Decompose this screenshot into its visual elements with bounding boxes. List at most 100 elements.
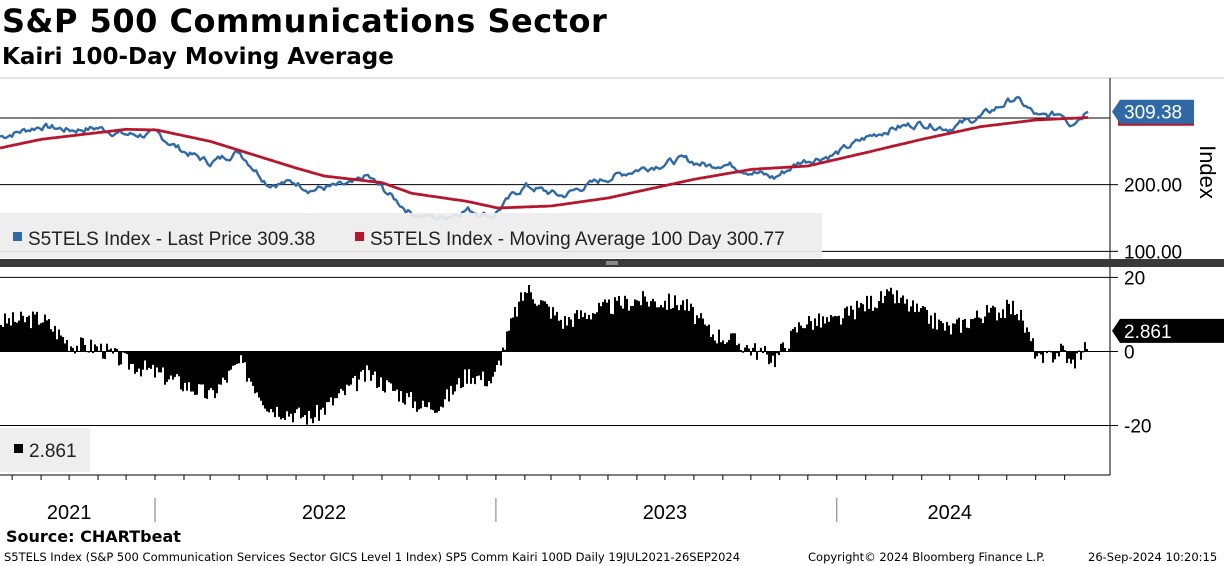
kairi-bar [822, 316, 824, 352]
legend-marker-price [13, 232, 22, 241]
kairi-bar [334, 351, 336, 399]
kairi-bar [32, 311, 34, 352]
kairi-bar [274, 351, 276, 418]
kairi-bar [642, 291, 644, 352]
kairi-bar [900, 297, 902, 352]
kairi-bar [18, 320, 20, 352]
kairi-bar [614, 297, 616, 352]
kairi-bar [694, 324, 696, 352]
kairi-bar [792, 328, 794, 352]
kairi-bar [890, 287, 892, 352]
kairi-bar [818, 313, 820, 352]
kairi-bar [90, 339, 92, 352]
kairi-bar [514, 306, 516, 352]
kairi-bar [184, 351, 186, 383]
kairi-bar [1064, 350, 1066, 352]
kairi-bar [396, 351, 398, 390]
kairi-bar [858, 307, 860, 352]
kairi-bar [1074, 351, 1076, 369]
kairi-bar [322, 351, 324, 408]
kairi-bar [50, 329, 52, 352]
kairi-bar [590, 319, 592, 352]
kairi-bar [10, 325, 12, 352]
kairi-bar [320, 351, 322, 410]
kairi-bar [76, 345, 78, 352]
kairi-bar [602, 301, 604, 352]
kairi-bar [730, 333, 732, 352]
kairi-bar [46, 320, 48, 352]
kairi-bar [84, 344, 86, 352]
kairi-bar [574, 313, 576, 352]
kairi-bar [410, 351, 412, 393]
kairi-bar [964, 318, 966, 352]
kairi-bar [370, 351, 372, 381]
kairi-bar [72, 347, 74, 352]
kairi-value-tag-label: 2.861 [1124, 322, 1172, 343]
kairi-bar [196, 351, 198, 395]
kairi-bar [840, 324, 842, 352]
legend-marker-kairi [14, 444, 23, 453]
kairi-bar [834, 315, 836, 352]
kairi-bar [988, 312, 990, 352]
kairi-bar [562, 328, 564, 352]
kairi-bar [400, 351, 402, 391]
kairi-bar [74, 351, 76, 354]
kairi-bar [542, 300, 544, 352]
kairi-bar [798, 322, 800, 352]
kairi-bar [748, 348, 750, 352]
kairi-bar [926, 309, 928, 352]
kairi-bar [212, 351, 214, 391]
kairi-bar [1014, 314, 1016, 352]
kairi-bar [250, 351, 252, 382]
kairi-bar [740, 349, 742, 352]
kairi-bar [1084, 342, 1086, 352]
kairi-bar [932, 328, 934, 352]
kairi-bar [862, 304, 864, 352]
kairi-bar [20, 311, 22, 352]
kairi-bar [632, 306, 634, 352]
year-label: 2024 [928, 502, 973, 524]
kairi-bar [430, 351, 432, 410]
kairi-bar [1068, 351, 1070, 359]
kairi-bar [760, 347, 762, 352]
kairi-bar [1052, 351, 1054, 363]
kairi-bar [688, 310, 690, 352]
kairi-bar [118, 351, 120, 366]
kairi-bar [284, 351, 286, 420]
kairi-bar [916, 303, 918, 352]
kairi-bar [902, 295, 904, 352]
kairi-bar [482, 351, 484, 372]
kairi-bar [340, 351, 342, 389]
kairi-bar [990, 307, 992, 352]
kairi-bar [690, 303, 692, 352]
kairi-bar [554, 315, 556, 352]
kairi-bar [156, 351, 158, 368]
kairi-bar [936, 329, 938, 352]
kairi-bar [982, 323, 984, 352]
kairi-bar [728, 339, 730, 352]
kairi-bar [186, 351, 188, 391]
kairi-bar [820, 327, 822, 352]
kairi-bar [336, 351, 338, 399]
kairi-bar [586, 319, 588, 352]
kairi-bar [1072, 351, 1074, 360]
kairi-bar [640, 305, 642, 352]
kairi-bar [496, 351, 498, 365]
kairi-bar [172, 351, 174, 380]
kairi-bar [922, 305, 924, 352]
kairi-bar [532, 299, 534, 352]
kairi-bar [592, 313, 594, 352]
kairi-bar [374, 351, 376, 372]
kairi-bar [844, 308, 846, 352]
kairi-bar [704, 324, 706, 352]
kairi-bar [528, 285, 530, 352]
kairi-bar [54, 325, 56, 352]
kairi-bar [470, 351, 472, 384]
kairi-bar [330, 351, 332, 398]
kairi-bar [34, 314, 36, 352]
kairi-bar [190, 351, 192, 392]
kairi-bar [998, 312, 1000, 352]
kairi-bar [872, 310, 874, 352]
kairi-bar [674, 295, 676, 352]
kairi-bar [564, 316, 566, 352]
